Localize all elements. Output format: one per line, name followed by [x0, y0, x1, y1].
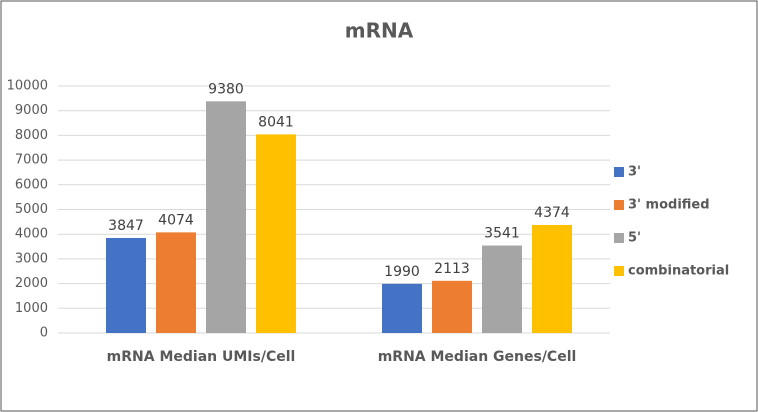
y-tick-label: 5000 [15, 202, 48, 217]
bar [532, 224, 572, 333]
legend-label: 3' [628, 165, 641, 180]
y-tick-label: 8000 [15, 128, 48, 143]
bar [206, 101, 246, 334]
legend-label: 5' [628, 231, 641, 246]
data-label: 3847 [108, 218, 144, 234]
data-label: 4074 [158, 212, 194, 228]
x-tick-label: mRNA Median UMIs/Cell [107, 349, 296, 365]
legend-label: 3' modified [628, 198, 710, 213]
data-label: 4374 [534, 205, 570, 221]
data-label: 9380 [208, 81, 244, 97]
y-tick-label: 2000 [15, 276, 48, 291]
y-tick-label: 7000 [15, 153, 48, 168]
bar [106, 237, 146, 333]
chart-title: mRNA [345, 19, 414, 43]
y-tick-label: 1000 [15, 301, 48, 316]
legend-label: combinatorial [628, 264, 729, 279]
bar [256, 134, 296, 333]
data-label: 1990 [384, 264, 420, 280]
bar [482, 245, 522, 333]
y-tick-label: 4000 [15, 227, 48, 242]
legend-swatch [614, 167, 624, 177]
data-label: 2113 [434, 261, 470, 277]
bar [156, 232, 196, 333]
bar [382, 283, 422, 333]
legend-swatch [614, 200, 624, 210]
y-tick-label: 9000 [15, 103, 48, 118]
data-label: 3541 [484, 226, 520, 242]
y-tick-label: 6000 [15, 177, 48, 192]
data-label: 8041 [258, 114, 294, 130]
y-tick-label: 10000 [7, 79, 48, 94]
legend-swatch [614, 266, 624, 276]
y-tick-label: 3000 [15, 251, 48, 266]
bar [432, 280, 472, 333]
y-tick-label: 0 [40, 326, 48, 341]
legend-swatch [614, 233, 624, 243]
x-tick-label: mRNA Median Genes/Cell [378, 349, 577, 365]
